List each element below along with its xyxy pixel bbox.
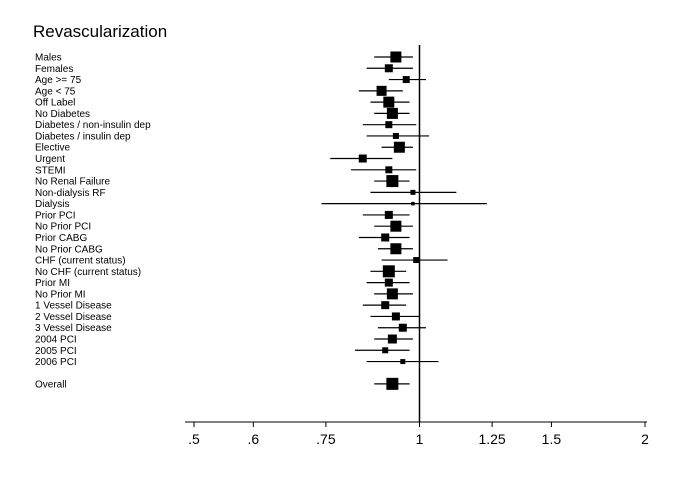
row-label: No Prior MI	[35, 289, 86, 300]
forest-row: 1 Vessel Disease	[35, 301, 407, 312]
point-estimate	[383, 96, 395, 108]
point-estimate	[385, 166, 393, 174]
row-label: 2004 PCI	[35, 335, 77, 346]
point-estimate	[386, 288, 398, 300]
forest-row: CHF (current status)	[35, 256, 448, 267]
point-estimate	[381, 233, 390, 242]
chart-title: Revascularization	[33, 22, 167, 41]
row-label: 2 Vessel Disease	[35, 312, 112, 323]
x-tick-label: .5	[188, 431, 200, 447]
forest-row: 3 Vessel Disease	[35, 323, 426, 334]
row-label: CHF (current status)	[35, 256, 126, 267]
x-tick-label: .6	[247, 431, 259, 447]
forest-row: No Renal Failure	[35, 175, 410, 188]
row-label: Off Label	[35, 98, 75, 109]
forest-row: No Prior MI	[35, 288, 413, 300]
forest-row: No CHF (current status)	[35, 265, 407, 278]
point-estimate	[390, 51, 402, 63]
row-label: 2005 PCI	[35, 346, 77, 357]
point-estimate	[384, 278, 393, 287]
row-label: Males	[35, 53, 62, 64]
point-estimate	[392, 132, 399, 139]
x-tick-label: 2	[641, 431, 649, 447]
forest-row: Overall	[35, 377, 410, 390]
forest-row: Prior PCI	[35, 210, 410, 221]
point-estimate	[384, 210, 393, 219]
point-estimate	[413, 257, 420, 264]
x-axis: .5 .6 .75 1 1.25 1.5 2	[185, 45, 649, 447]
forest-row: Age < 75	[35, 85, 403, 97]
row-label: Age < 75	[35, 86, 76, 97]
forest-row: Males	[35, 51, 413, 64]
row-label: No Renal Failure	[35, 177, 110, 188]
forest-row: 2006 PCI	[35, 357, 439, 368]
row-label: Prior MI	[35, 278, 70, 289]
point-estimate	[386, 175, 399, 188]
point-estimate	[411, 201, 415, 206]
row-label: Females	[35, 64, 73, 75]
point-estimate	[358, 154, 367, 163]
row-label: Dialysis	[35, 199, 69, 210]
forest-row: 2005 PCI	[35, 346, 410, 357]
forest-row: Dialysis	[35, 199, 487, 210]
x-tick-label: 1.5	[542, 431, 562, 447]
point-estimate	[387, 334, 397, 344]
forest-row: Non-dialysis RF	[35, 188, 457, 199]
point-estimate	[402, 76, 410, 84]
row-label: Urgent	[35, 154, 65, 165]
point-estimate	[376, 85, 387, 96]
point-estimate	[398, 323, 407, 332]
x-tick-label: .75	[316, 431, 336, 447]
row-label: Non-dialysis RF	[35, 188, 106, 199]
row-label: Elective	[35, 143, 70, 154]
point-estimate	[382, 265, 395, 278]
forest-row: Prior CABG	[35, 233, 410, 244]
forest-row: Urgent	[35, 154, 393, 165]
point-estimate	[400, 359, 406, 365]
forest-row: 2 Vessel Disease	[35, 312, 420, 323]
row-label: Prior CABG	[35, 233, 87, 244]
x-tick-label: 1.25	[478, 431, 505, 447]
row-label: 2006 PCI	[35, 357, 77, 368]
row-label: No Prior CABG	[35, 244, 103, 255]
row-label: No Diabetes	[35, 109, 90, 120]
point-estimate	[410, 189, 416, 195]
row-label: 1 Vessel Disease	[35, 301, 112, 312]
forest-row: No Prior PCI	[35, 220, 413, 233]
point-estimate	[386, 377, 399, 390]
row-label: STEMI	[35, 165, 66, 176]
point-estimate	[381, 301, 390, 310]
point-estimate	[382, 347, 389, 354]
row-label: Diabetes / insulin dep	[35, 131, 131, 142]
forest-row: Diabetes / non-insulin dep	[35, 120, 417, 131]
forest-row: No Prior CABG	[35, 243, 413, 255]
point-estimate	[390, 220, 402, 232]
forest-row: Age >= 75	[35, 75, 426, 86]
row-label: 3 Vessel Disease	[35, 323, 112, 334]
point-estimate	[393, 141, 405, 153]
forest-row: No Diabetes	[35, 107, 410, 120]
point-estimate	[385, 121, 393, 129]
forest-row: Females	[35, 64, 413, 75]
x-tick-label: 1	[416, 431, 424, 447]
forest-row: Diabetes / insulin dep	[35, 131, 430, 142]
forest-row: Off Label	[35, 96, 410, 109]
row-label: No CHF (current status)	[35, 267, 141, 278]
point-estimate	[384, 64, 393, 73]
row-label: Diabetes / non-insulin dep	[35, 120, 151, 131]
row-label: Age >= 75	[35, 75, 82, 86]
row-label: Prior PCI	[35, 210, 76, 221]
point-estimate	[386, 107, 398, 119]
forest-row: Prior MI	[35, 278, 410, 289]
forest-row: 2004 PCI	[35, 334, 413, 346]
point-estimate	[390, 243, 402, 255]
forest-row: STEMI	[35, 165, 417, 176]
row-label: Overall	[35, 379, 67, 390]
forest-row: Elective	[35, 141, 413, 154]
point-estimate	[391, 312, 400, 321]
row-label: No Prior PCI	[35, 222, 91, 233]
